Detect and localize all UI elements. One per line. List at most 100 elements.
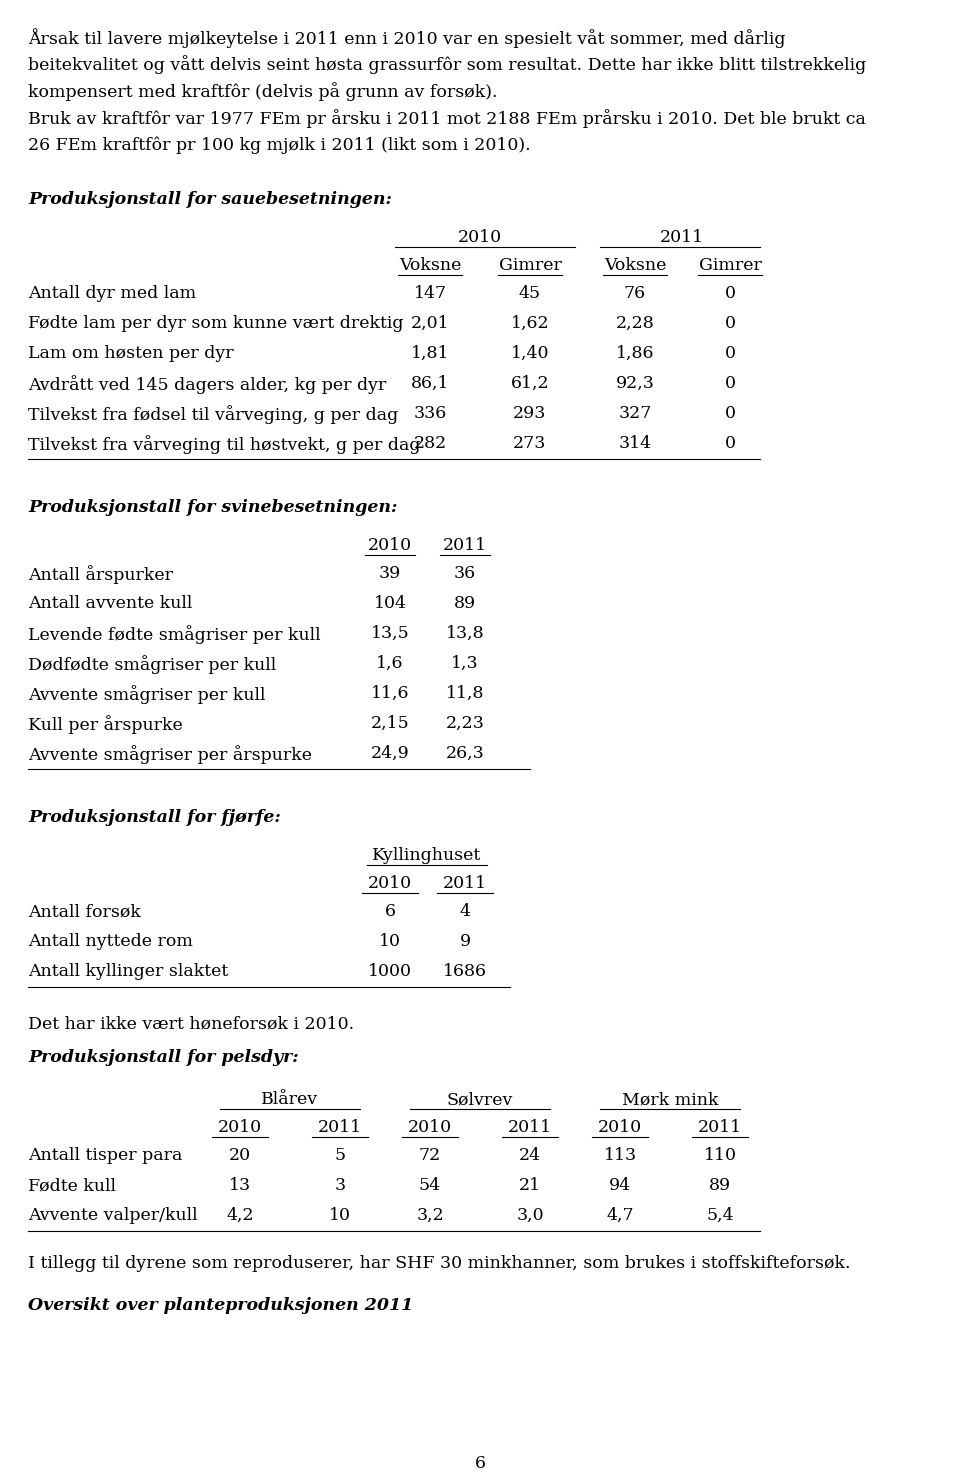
Text: 2,23: 2,23 — [445, 714, 485, 732]
Text: 2010: 2010 — [218, 1120, 262, 1136]
Text: Oversikt over planteproduksjonen 2011: Oversikt over planteproduksjonen 2011 — [28, 1297, 413, 1313]
Text: 147: 147 — [414, 285, 446, 302]
Text: 3,2: 3,2 — [416, 1207, 444, 1225]
Text: 1,62: 1,62 — [511, 315, 549, 331]
Text: Produksjonstall for sauebesetningen:: Produksjonstall for sauebesetningen: — [28, 191, 392, 209]
Text: 2011: 2011 — [318, 1120, 362, 1136]
Text: Antall avvente kull: Antall avvente kull — [28, 595, 192, 612]
Text: 2011: 2011 — [698, 1120, 742, 1136]
Text: Avvente valper/kull: Avvente valper/kull — [28, 1207, 198, 1225]
Text: 1686: 1686 — [443, 963, 487, 981]
Text: 24: 24 — [519, 1148, 541, 1164]
Text: 104: 104 — [373, 595, 406, 612]
Text: 5,4: 5,4 — [707, 1207, 733, 1225]
Text: Produksjonstall for fjørfe:: Produksjonstall for fjørfe: — [28, 809, 280, 825]
Text: 36: 36 — [454, 565, 476, 583]
Text: 2010: 2010 — [408, 1120, 452, 1136]
Text: 39: 39 — [379, 565, 401, 583]
Text: 336: 336 — [414, 405, 446, 422]
Text: 2010: 2010 — [368, 876, 412, 892]
Text: Voksne: Voksne — [604, 257, 666, 274]
Text: 2010: 2010 — [598, 1120, 642, 1136]
Text: 0: 0 — [725, 435, 735, 453]
Text: Fødte kull: Fødte kull — [28, 1177, 116, 1194]
Text: 314: 314 — [618, 435, 652, 453]
Text: Kyllinghuset: Kyllinghuset — [372, 847, 482, 864]
Text: 3: 3 — [334, 1177, 346, 1194]
Text: 0: 0 — [725, 315, 735, 331]
Text: Fødte lam per dyr som kunne vært drektig: Fødte lam per dyr som kunne vært drektig — [28, 315, 403, 331]
Text: Dødfødte smågriser per kull: Dødfødte smågriser per kull — [28, 655, 276, 674]
Text: 92,3: 92,3 — [615, 376, 655, 392]
Text: 86,1: 86,1 — [411, 376, 449, 392]
Text: beitekvalitet og vått delvis seint høsta grassurfôr som resultat. Dette har ikke: beitekvalitet og vått delvis seint høsta… — [28, 55, 866, 74]
Text: 61,2: 61,2 — [511, 376, 549, 392]
Text: 327: 327 — [618, 405, 652, 422]
Text: Gimrer: Gimrer — [498, 257, 562, 274]
Text: 26,3: 26,3 — [445, 745, 485, 762]
Text: 13,8: 13,8 — [445, 626, 484, 642]
Text: Antall forsøk: Antall forsøk — [28, 904, 141, 920]
Text: I tillegg til dyrene som reproduserer, har SHF 30 minkhanner, som brukes i stoff: I tillegg til dyrene som reproduserer, h… — [28, 1256, 851, 1272]
Text: Mørk mink: Mørk mink — [622, 1092, 718, 1108]
Text: 3,0: 3,0 — [516, 1207, 543, 1225]
Text: 2011: 2011 — [443, 876, 487, 892]
Text: Det har ikke vært høneforsøk i 2010.: Det har ikke vært høneforsøk i 2010. — [28, 1015, 354, 1032]
Text: 45: 45 — [519, 285, 541, 302]
Text: 4,7: 4,7 — [606, 1207, 634, 1225]
Text: 4,2: 4,2 — [227, 1207, 253, 1225]
Text: Antall dyr med lam: Antall dyr med lam — [28, 285, 196, 302]
Text: 2,15: 2,15 — [371, 714, 409, 732]
Text: Sølvrev: Sølvrev — [446, 1092, 514, 1108]
Text: Årsak til lavere mjølkeytelse i 2011 enn i 2010 var en spesielt våt sommer, med : Årsak til lavere mjølkeytelse i 2011 enn… — [28, 28, 785, 47]
Text: Kull per årspurke: Kull per årspurke — [28, 714, 182, 734]
Text: 9: 9 — [460, 933, 470, 950]
Text: Bruk av kraftfôr var 1977 FEm pr årsku i 2011 mot 2188 FEm prårsku i 2010. Det b: Bruk av kraftfôr var 1977 FEm pr årsku i… — [28, 109, 866, 127]
Text: 1000: 1000 — [368, 963, 412, 981]
Text: 11,8: 11,8 — [445, 685, 484, 703]
Text: Tilvekst fra fødsel til vårveging, g per dag: Tilvekst fra fødsel til vårveging, g per… — [28, 405, 398, 424]
Text: 4: 4 — [460, 904, 470, 920]
Text: 1,3: 1,3 — [451, 655, 479, 671]
Text: 1,6: 1,6 — [376, 655, 404, 671]
Text: 5: 5 — [334, 1148, 346, 1164]
Text: 89: 89 — [454, 595, 476, 612]
Text: 20: 20 — [228, 1148, 252, 1164]
Text: 72: 72 — [419, 1148, 442, 1164]
Text: Produksjonstall for svinebesetningen:: Produksjonstall for svinebesetningen: — [28, 498, 397, 516]
Text: Voksne: Voksne — [398, 257, 461, 274]
Text: 1,86: 1,86 — [615, 345, 655, 362]
Text: 0: 0 — [725, 285, 735, 302]
Text: 273: 273 — [514, 435, 546, 453]
Text: 6: 6 — [385, 904, 396, 920]
Text: Avdrått ved 145 dagers alder, kg per dyr: Avdrått ved 145 dagers alder, kg per dyr — [28, 376, 386, 393]
Text: 0: 0 — [725, 376, 735, 392]
Text: 24,9: 24,9 — [371, 745, 409, 762]
Text: 94: 94 — [609, 1177, 631, 1194]
Text: 2010: 2010 — [458, 229, 502, 246]
Text: Antall årspurker: Antall årspurker — [28, 565, 173, 584]
Text: 2011: 2011 — [508, 1120, 552, 1136]
Text: 11,6: 11,6 — [371, 685, 409, 703]
Text: 2011: 2011 — [660, 229, 704, 246]
Text: 10: 10 — [379, 933, 401, 950]
Text: Antall tisper para: Antall tisper para — [28, 1148, 182, 1164]
Text: Antall kyllinger slaktet: Antall kyllinger slaktet — [28, 963, 228, 981]
Text: Gimrer: Gimrer — [699, 257, 761, 274]
Text: 1,40: 1,40 — [511, 345, 549, 362]
Text: 0: 0 — [725, 405, 735, 422]
Text: 1,81: 1,81 — [411, 345, 449, 362]
Text: 282: 282 — [414, 435, 446, 453]
Text: 26 FEm kraftfôr pr 100 kg mjølk i 2011 (likt som i 2010).: 26 FEm kraftfôr pr 100 kg mjølk i 2011 (… — [28, 136, 531, 154]
Text: 76: 76 — [624, 285, 646, 302]
Text: Blårev: Blårev — [261, 1092, 319, 1108]
Text: Antall nyttede rom: Antall nyttede rom — [28, 933, 193, 950]
Text: Levende fødte smågriser per kull: Levende fødte smågriser per kull — [28, 626, 321, 643]
Text: 2,01: 2,01 — [411, 315, 449, 331]
Text: Tilvekst fra vårveging til høstvekt, g per dag: Tilvekst fra vårveging til høstvekt, g p… — [28, 435, 420, 454]
Text: 10: 10 — [329, 1207, 351, 1225]
Text: kompensert med kraftfôr (delvis på grunn av forsøk).: kompensert med kraftfôr (delvis på grunn… — [28, 81, 497, 101]
Text: 13: 13 — [228, 1177, 252, 1194]
Text: 13,5: 13,5 — [371, 626, 409, 642]
Text: Avvente smågriser per kull: Avvente smågriser per kull — [28, 685, 266, 704]
